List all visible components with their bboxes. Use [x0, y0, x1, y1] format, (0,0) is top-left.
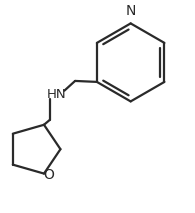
- Text: N: N: [125, 4, 136, 17]
- Text: HN: HN: [47, 88, 66, 101]
- Text: O: O: [43, 168, 54, 182]
